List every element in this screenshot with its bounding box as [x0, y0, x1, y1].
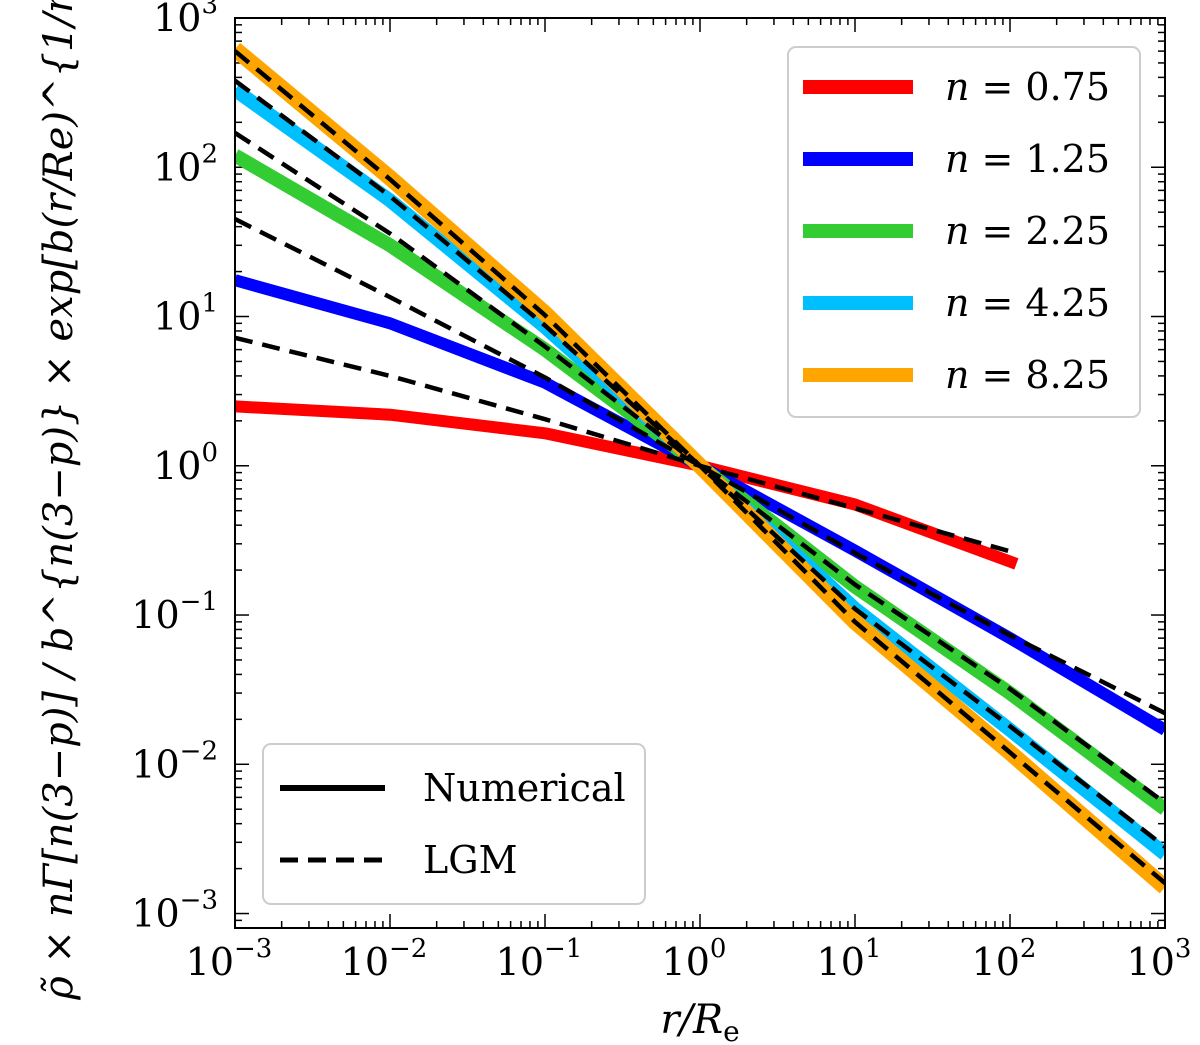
y-tick-labels: 10−3 10−2 10−1 100 101 102 103 — [131, 0, 218, 936]
x-axis-label: r/Re — [660, 997, 739, 1045]
lgm-line-1 — [235, 335, 1018, 556]
style-legend: Numerical LGM — [262, 743, 646, 905]
series-legend: n = 0.75 n = 1.25 n = 2.25 n = 4.25 n = 8.25 — [787, 46, 1141, 418]
style-legend-frame — [262, 743, 646, 905]
ticks-layer — [234, 18, 1166, 929]
series-legend-label: n = 0.75 — [945, 65, 1110, 109]
lgm-line-5 — [235, 49, 1165, 885]
numerical-line-1 — [235, 400, 1019, 570]
x-tick-label: 101 — [817, 934, 882, 984]
y-tick-label: 10−3 — [131, 886, 218, 936]
y-tick-label: 10−1 — [131, 587, 218, 637]
y-axis-label: ρ̃ × nΓ[n(3−p)] / b^{n(3−p)} × exp[b(r/R… — [36, 0, 82, 1001]
x-tick-label: 103 — [1127, 934, 1192, 984]
series-legend-label: n = 2.25 — [945, 209, 1110, 253]
series-layer — [235, 42, 1165, 894]
style-legend-label: LGM — [423, 838, 518, 882]
series-legend-label: n = 4.25 — [945, 281, 1110, 325]
x-tick-label: 10−3 — [186, 934, 273, 984]
y-tick-label: 101 — [153, 289, 218, 339]
series-legend-frame — [787, 46, 1141, 418]
x-tick-label: 100 — [662, 934, 727, 984]
lgm-line-2 — [235, 216, 1165, 716]
series-legend-label: n = 8.25 — [945, 353, 1110, 397]
y-tick-label: 102 — [153, 139, 218, 189]
style-legend-label: Numerical — [423, 766, 626, 810]
x-tick-labels: 10−3 10−2 10−1 100 101 102 103 — [186, 934, 1192, 984]
y-tick-label: 10−2 — [131, 736, 218, 786]
y-tick-label: 103 — [153, 0, 218, 40]
x-tick-label: 102 — [972, 934, 1037, 984]
plot-frame — [234, 17, 1166, 929]
x-tick-label: 10−2 — [341, 934, 428, 984]
series-legend-label: n = 1.25 — [945, 137, 1110, 181]
y-tick-label: 100 — [153, 438, 218, 488]
x-tick-label: 10−1 — [496, 934, 583, 984]
